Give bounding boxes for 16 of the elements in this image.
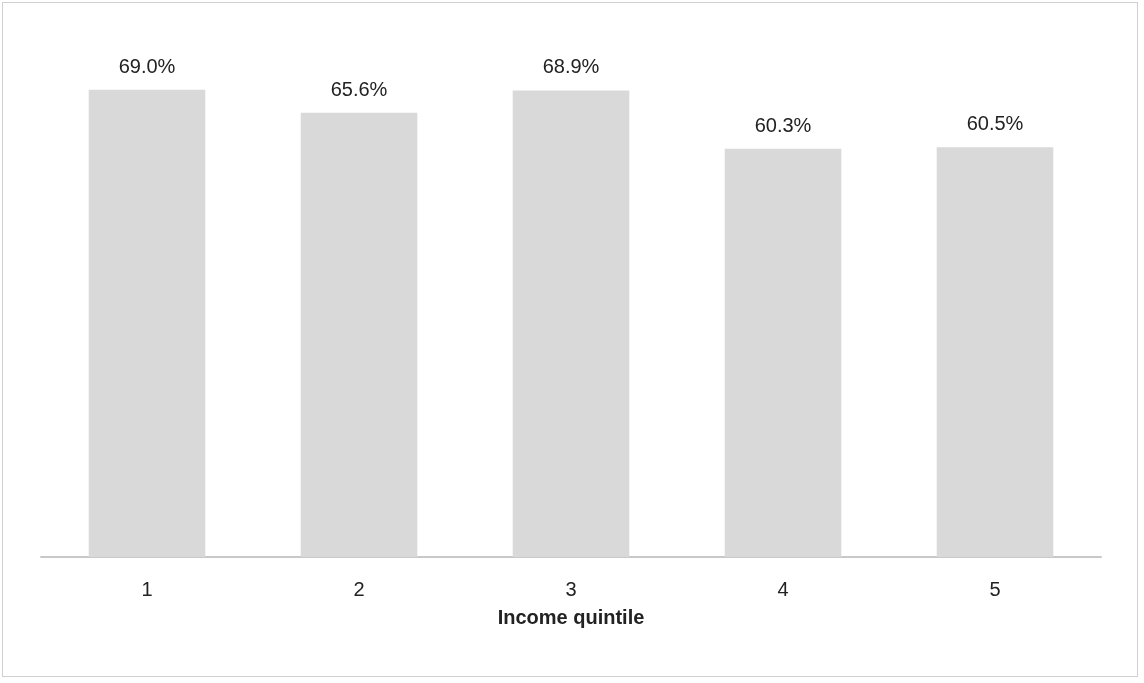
x-tick-label: 5: [989, 578, 1001, 600]
x-tick-label: 3: [565, 578, 577, 600]
x-tick-label: 1: [141, 578, 153, 600]
x-tick-label: 2: [353, 578, 365, 600]
bar: [512, 90, 630, 557]
x-axis-title: Income quintile: [497, 606, 645, 628]
data-label: 68.9%: [542, 55, 600, 78]
bar: [936, 147, 1054, 557]
data-label: 69.0%: [118, 54, 176, 77]
bar: [88, 89, 206, 557]
data-label: 60.3%: [754, 113, 812, 136]
data-label: 60.5%: [966, 112, 1024, 135]
bar: [724, 148, 842, 557]
bar: [300, 112, 418, 557]
x-tick-label: 4: [777, 578, 789, 600]
data-label: 65.6%: [330, 77, 388, 100]
